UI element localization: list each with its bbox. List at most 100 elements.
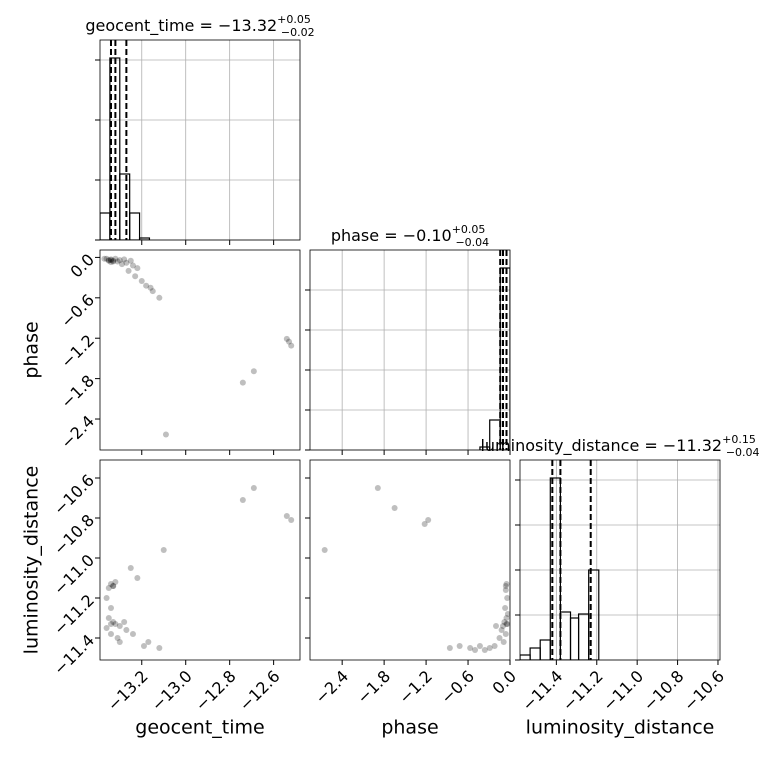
point bbox=[112, 255, 119, 262]
point bbox=[288, 342, 295, 349]
point bbox=[288, 517, 295, 523]
y-tick-label: −10.8 bbox=[50, 511, 98, 559]
point bbox=[112, 621, 119, 627]
point bbox=[110, 583, 117, 589]
point bbox=[127, 565, 134, 571]
point bbox=[118, 261, 125, 268]
x-tick-label: −1.8 bbox=[353, 667, 394, 708]
plot-area bbox=[479, 250, 510, 450]
title-main: phase = −0.10 bbox=[331, 226, 452, 245]
point bbox=[114, 635, 121, 641]
point bbox=[132, 273, 139, 280]
hist-bar bbox=[100, 212, 111, 240]
hist-bar bbox=[119, 173, 131, 240]
point bbox=[107, 621, 114, 627]
point bbox=[491, 643, 498, 649]
y-tick-label: −0.6 bbox=[57, 290, 98, 331]
point bbox=[504, 611, 510, 617]
point bbox=[502, 631, 509, 637]
point bbox=[502, 587, 509, 593]
x-tick-label: 0.0 bbox=[489, 667, 520, 698]
point bbox=[129, 262, 136, 269]
point bbox=[138, 277, 145, 284]
point bbox=[239, 497, 246, 503]
point bbox=[503, 581, 510, 587]
title-lower: −0.04 bbox=[726, 446, 760, 459]
point bbox=[114, 258, 121, 265]
point bbox=[160, 547, 167, 553]
x-tick-label: −12.8 bbox=[192, 667, 240, 715]
point bbox=[504, 621, 510, 627]
panel-frame bbox=[309, 249, 511, 451]
hist-bar bbox=[559, 611, 572, 660]
point bbox=[101, 255, 108, 262]
point bbox=[107, 631, 114, 637]
point bbox=[145, 639, 152, 645]
point bbox=[110, 257, 117, 264]
hist-bar bbox=[539, 639, 551, 660]
title-lower: −0.02 bbox=[281, 26, 315, 39]
x-tick-label: −13.0 bbox=[148, 667, 196, 715]
x-tick-label: −1.2 bbox=[395, 667, 436, 708]
point bbox=[250, 368, 257, 375]
y-tick-label: −2.4 bbox=[57, 412, 98, 453]
panel-title: luminosity_distance = −11.32+0.15 −0.04 bbox=[480, 433, 759, 459]
x-tick-label: −12.6 bbox=[236, 667, 284, 715]
plot-area bbox=[100, 40, 151, 240]
panel-frame bbox=[99, 39, 301, 241]
point bbox=[105, 257, 112, 264]
point bbox=[123, 627, 130, 633]
y-axis-label: phase bbox=[21, 321, 43, 378]
x-tick-label: −2.4 bbox=[311, 667, 352, 708]
point bbox=[486, 645, 493, 651]
title-upper: +0.15 bbox=[722, 433, 756, 446]
x-tick-label: −10.6 bbox=[680, 667, 728, 715]
x-tick-label: −11.2 bbox=[559, 667, 607, 715]
point bbox=[500, 639, 507, 645]
point bbox=[107, 256, 114, 263]
hist-bar bbox=[588, 569, 600, 660]
y-axis-label: luminosity_distance bbox=[21, 466, 43, 655]
point bbox=[105, 257, 112, 264]
point bbox=[107, 581, 114, 587]
point bbox=[283, 513, 290, 519]
point bbox=[107, 257, 114, 264]
point bbox=[103, 625, 110, 631]
title-upper: +0.05 bbox=[277, 13, 311, 26]
point bbox=[105, 615, 112, 621]
point bbox=[421, 521, 428, 527]
point bbox=[121, 619, 128, 625]
point bbox=[283, 335, 290, 342]
plot-area bbox=[101, 255, 295, 438]
y-tick-label: −11.0 bbox=[50, 551, 98, 599]
point bbox=[467, 645, 474, 651]
point bbox=[110, 258, 117, 265]
y-tick-label: −1.2 bbox=[57, 331, 98, 372]
point bbox=[116, 639, 123, 645]
x-tick-label: −11.4 bbox=[518, 667, 566, 715]
y-tick-label: 0.0 bbox=[67, 250, 98, 281]
point bbox=[143, 282, 150, 289]
title-lower: −0.04 bbox=[455, 236, 489, 249]
panel-title: geocent_time = −13.32+0.05 −0.02 bbox=[85, 13, 314, 39]
point bbox=[498, 627, 505, 633]
panel-title: phase = −0.10+0.05 −0.04 bbox=[331, 223, 489, 249]
point bbox=[502, 583, 509, 589]
point bbox=[140, 643, 147, 649]
hist-bar bbox=[520, 654, 531, 660]
point bbox=[500, 623, 507, 629]
point bbox=[321, 547, 328, 553]
x-axis-label: phase bbox=[381, 717, 438, 739]
plot-area bbox=[103, 485, 295, 651]
x-tick-label: −0.6 bbox=[437, 667, 478, 708]
point bbox=[503, 621, 510, 627]
hist-bar bbox=[529, 647, 541, 660]
hist-bar bbox=[499, 267, 510, 450]
hist-bar bbox=[129, 212, 141, 240]
panel-frame bbox=[309, 459, 511, 661]
x-tick-label: −10.8 bbox=[639, 667, 687, 715]
x-axis-label: luminosity_distance bbox=[526, 717, 715, 739]
point bbox=[239, 379, 246, 386]
